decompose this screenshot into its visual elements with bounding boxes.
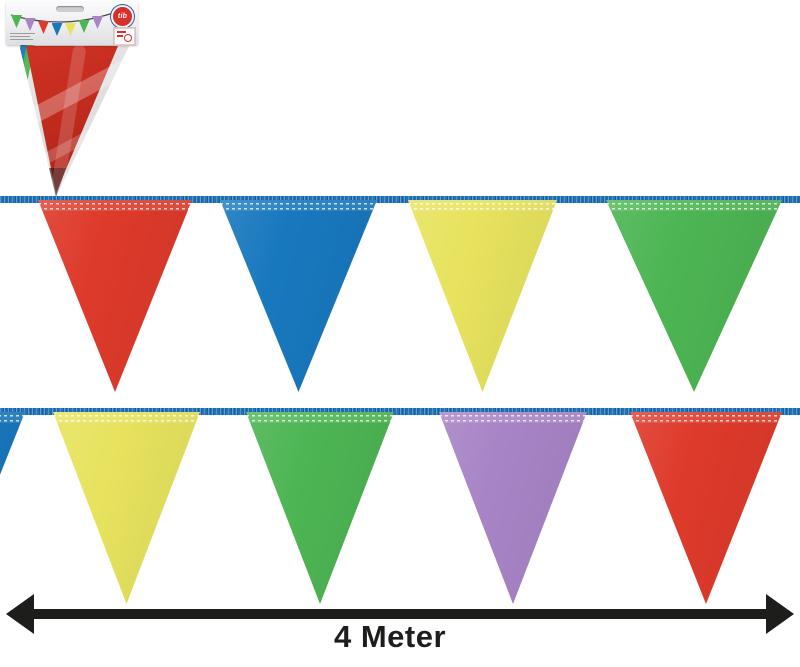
mini-purple-flag	[92, 16, 103, 29]
brand-logo-text: tib	[117, 13, 128, 20]
sticker-mark	[117, 35, 123, 37]
green-pennant-flag	[246, 412, 394, 604]
mini-yellow-flag	[65, 23, 76, 36]
flag-stitch-seam	[439, 412, 587, 423]
red-pennant-flag	[630, 412, 782, 604]
bunting-row-lower	[0, 408, 800, 613]
flag-shading	[220, 200, 377, 392]
blue-pennant-flag	[0, 412, 25, 604]
purple-pennant-flag	[439, 412, 587, 604]
package-mini-bunting	[9, 6, 115, 44]
flag-shading	[630, 412, 782, 604]
flag-shading	[439, 412, 587, 604]
flag-stitch-seam	[53, 412, 200, 423]
mini-purple-flag	[24, 18, 36, 31]
flag-shading	[606, 200, 782, 392]
flag-shading	[0, 412, 25, 604]
green-pennant-flag	[606, 200, 782, 392]
flag-stitch-seam	[38, 200, 192, 211]
product-package: tib	[0, 0, 183, 202]
card-fine-print-line	[10, 33, 35, 34]
bunting-row-upper-flags	[0, 196, 800, 401]
card-fine-print-line	[10, 39, 33, 40]
card-fine-print-line	[10, 36, 30, 37]
size-label: 4 Meter	[333, 619, 447, 654]
yellow-folded-flag-edge	[18, 44, 23, 173]
bunting-string-tape	[0, 408, 800, 415]
package-mini-bunting-flags	[9, 6, 115, 44]
flag-shading	[53, 412, 200, 604]
flag-stitch-seam	[246, 412, 394, 423]
mini-green-flag	[11, 15, 22, 28]
flag-stitch-seam	[408, 200, 557, 211]
yellow-pennant-flag	[408, 200, 557, 392]
mini-red-flag	[38, 21, 49, 34]
size-sticker	[113, 27, 136, 46]
flag-stitch-seam	[0, 412, 25, 423]
sticker-mark	[124, 34, 132, 42]
blue-pennant-flag	[220, 200, 377, 392]
brand-logo: tib	[111, 5, 134, 28]
flag-shading	[38, 200, 192, 392]
bunting-string-tape	[0, 196, 800, 203]
sticker-mark	[117, 31, 126, 33]
package-header-card: tib	[6, 2, 138, 46]
bunting-row-upper	[0, 196, 800, 401]
flag-stitch-seam	[220, 200, 377, 211]
measure-arrow	[6, 594, 794, 634]
measure-arrow-left-head	[6, 594, 34, 634]
flag-shading	[246, 412, 394, 604]
red-pennant-flag	[38, 200, 192, 392]
mini-green-flag	[78, 20, 90, 33]
bunting-row-lower-flags	[0, 408, 800, 613]
flag-stitch-seam	[630, 412, 782, 423]
yellow-pennant-flag	[53, 412, 200, 604]
measure-arrow-right-head	[766, 594, 794, 634]
mini-blue-flag	[51, 23, 63, 36]
hang-hole	[56, 6, 84, 12]
flag-shading	[408, 200, 557, 392]
flag-stitch-seam	[606, 200, 782, 211]
